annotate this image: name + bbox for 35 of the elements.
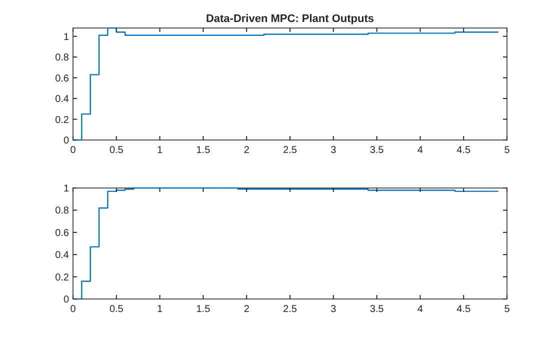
y-tick-label: 0.4	[55, 94, 70, 106]
y-tick-label: 0	[63, 136, 70, 146]
x-tick-label: 1.5	[196, 304, 211, 315]
x-tick-label: 0.5	[109, 304, 124, 315]
x-tick-label: 3.5	[370, 145, 384, 156]
y-tick-label: 1	[63, 184, 70, 194]
y-tick-label: 0.8	[55, 206, 70, 217]
x-tick-label: 1	[157, 145, 164, 156]
x-tick-label: 3.5	[370, 304, 384, 315]
x-tick-label: 2	[244, 145, 250, 156]
x-tick-label: 3	[330, 145, 337, 156]
x-tick-label: 1	[157, 304, 164, 315]
x-tick-label: 4	[417, 145, 424, 156]
x-tick-label: 2	[244, 304, 250, 315]
x-tick-label: 3	[330, 304, 337, 315]
y-tick-label: 0.4	[55, 250, 70, 262]
x-tick-label: 1.5	[196, 145, 211, 156]
x-tick-label: 4	[417, 304, 424, 315]
x-tick-label: 5	[504, 145, 510, 156]
x-tick-label: 5	[504, 304, 510, 315]
x-tick-label: 4.5	[456, 304, 471, 315]
x-tick-label: 4.5	[456, 145, 471, 156]
y-tick-label: 0.6	[55, 228, 70, 239]
x-tick-label: 0.5	[109, 145, 124, 156]
x-tick-label: 2.5	[283, 145, 298, 156]
y-tick-label: 1	[63, 32, 70, 43]
x-tick-label: 0	[70, 304, 76, 315]
chart-title: Data-Driven MPC: Plant Outputs	[206, 13, 374, 25]
y-tick-label: 0.2	[55, 114, 70, 126]
x-tick-label: 2.5	[283, 304, 298, 315]
y-tick-label: 0.8	[55, 52, 70, 64]
y-tick-label: 0.6	[55, 73, 70, 84]
x-tick-label: 0	[70, 145, 76, 156]
y-tick-label: 0	[63, 294, 70, 306]
y-tick-label: 0.2	[55, 272, 70, 284]
